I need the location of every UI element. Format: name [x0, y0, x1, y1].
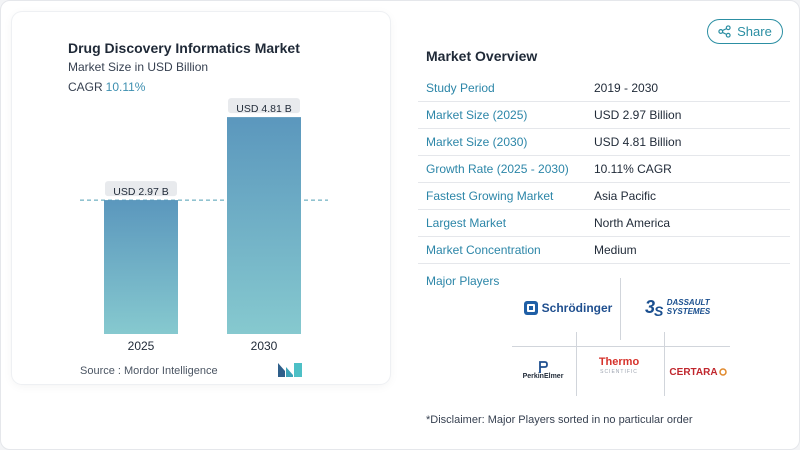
data-label-background: [105, 181, 177, 197]
dassault-text: DASSAULT SYSTEMES: [667, 298, 711, 316]
bar-2030: [227, 117, 301, 334]
overview-row-label: Market Size (2030): [426, 135, 528, 149]
dassault-line2: SYSTEMES: [666, 307, 711, 316]
share-label: Share: [737, 24, 772, 39]
thermo-subtext: SCIENTIFIC: [600, 369, 638, 375]
logo-divider: [512, 346, 730, 347]
overview-row-label: Growth Rate (2025 - 2030): [426, 162, 569, 176]
overview-row: Largest Market North America: [418, 210, 790, 237]
overview-row-value: USD 4.81 Billion: [594, 135, 682, 149]
logo-divider: [620, 278, 621, 340]
overview-row-label: Market Concentration: [426, 243, 541, 257]
x-tick-label-2025: 2025: [128, 339, 155, 353]
dassault-mark-icon: 3 S: [645, 297, 664, 318]
svg-text:S: S: [654, 303, 664, 318]
data-label-background: [228, 98, 300, 114]
overview-row-value: Medium: [594, 243, 637, 257]
perkinelmer-text: PerkinElmer: [522, 372, 564, 380]
overview-row-label: Market Size (2025): [426, 108, 528, 122]
share-button[interactable]: Share: [707, 19, 783, 44]
overview-row: Growth Rate (2025 - 2030) 10.11% CAGR: [418, 156, 790, 183]
perkinelmer-logo: PerkinElmer: [514, 356, 572, 384]
overview-row: Fastest Growing Market Asia Pacific: [418, 183, 790, 210]
dassault-logo: 3 S DASSAULT SYSTEMES: [640, 292, 715, 322]
overview-row-value: USD 2.97 Billion: [594, 108, 682, 122]
source-text: Source : Mordor Intelligence: [80, 365, 218, 377]
cagr-value: 10.11%: [105, 80, 146, 94]
overview-row: Market Size (2030) USD 4.81 Billion: [418, 129, 790, 156]
certara-mark-icon: [718, 368, 727, 376]
chart-card: [12, 12, 390, 384]
x-tick-label-2030: 2030: [251, 339, 278, 353]
data-label-2030: USD 4.81 B: [236, 103, 291, 115]
logo-divider: [576, 332, 577, 396]
share-icon: [718, 25, 731, 38]
mordor-logo-icon: [278, 363, 302, 377]
dassault-line1: DASSAULT: [666, 298, 710, 307]
thermo-text: Thermo: [598, 356, 640, 368]
certara-logo: CERTARA: [668, 362, 728, 382]
certara-text: CERTARA: [669, 366, 718, 378]
overview-row: Market Size (2025) USD 2.97 Billion: [418, 102, 790, 129]
overview-row: Market Concentration Medium: [418, 237, 790, 264]
schrodinger-logo: Schrödinger: [520, 296, 615, 320]
overview-row-value: North America: [594, 216, 671, 230]
thermo-logo: Thermo SCIENTIFIC: [586, 356, 652, 378]
chart-title: Drug Discovery Informatics Market: [68, 40, 300, 56]
schrodinger-text: Schrödinger: [541, 301, 613, 315]
bar-chart: USD 2.97 B 2025 USD 4.81 B 2030: [80, 98, 328, 353]
bar-2025: [104, 200, 178, 334]
overview-table: Study Period 2019 - 2030 Market Size (2025…: [418, 75, 790, 264]
overview-row-label: Fastest Growing Market: [426, 189, 554, 203]
overview-row-value: Asia Pacific: [594, 189, 657, 203]
disclaimer-text: *Disclaimer: Major Players sorted in no …: [426, 414, 693, 426]
major-players-label: Major Players: [426, 274, 500, 288]
svg-text:3: 3: [645, 297, 655, 317]
overview-row-label: Study Period: [426, 81, 495, 95]
overview-row-value: 2019 - 2030: [594, 81, 659, 95]
logo-divider: [664, 332, 665, 396]
data-label-2025: USD 2.97 B: [113, 186, 168, 198]
cagr-text: CAGR 10.11%: [68, 80, 145, 94]
schrodinger-mark-icon: [523, 301, 538, 315]
overview-title: Market Overview: [426, 48, 538, 64]
overview-row-label: Largest Market: [426, 216, 507, 230]
overview-row-value: 10.11% CAGR: [594, 162, 672, 176]
perkinelmer-mark-icon: [539, 360, 548, 373]
chart-subtitle: Market Size in USD Billion: [68, 60, 209, 74]
cagr-label: CAGR: [68, 80, 103, 94]
overview-row: Study Period 2019 - 2030: [418, 75, 790, 102]
